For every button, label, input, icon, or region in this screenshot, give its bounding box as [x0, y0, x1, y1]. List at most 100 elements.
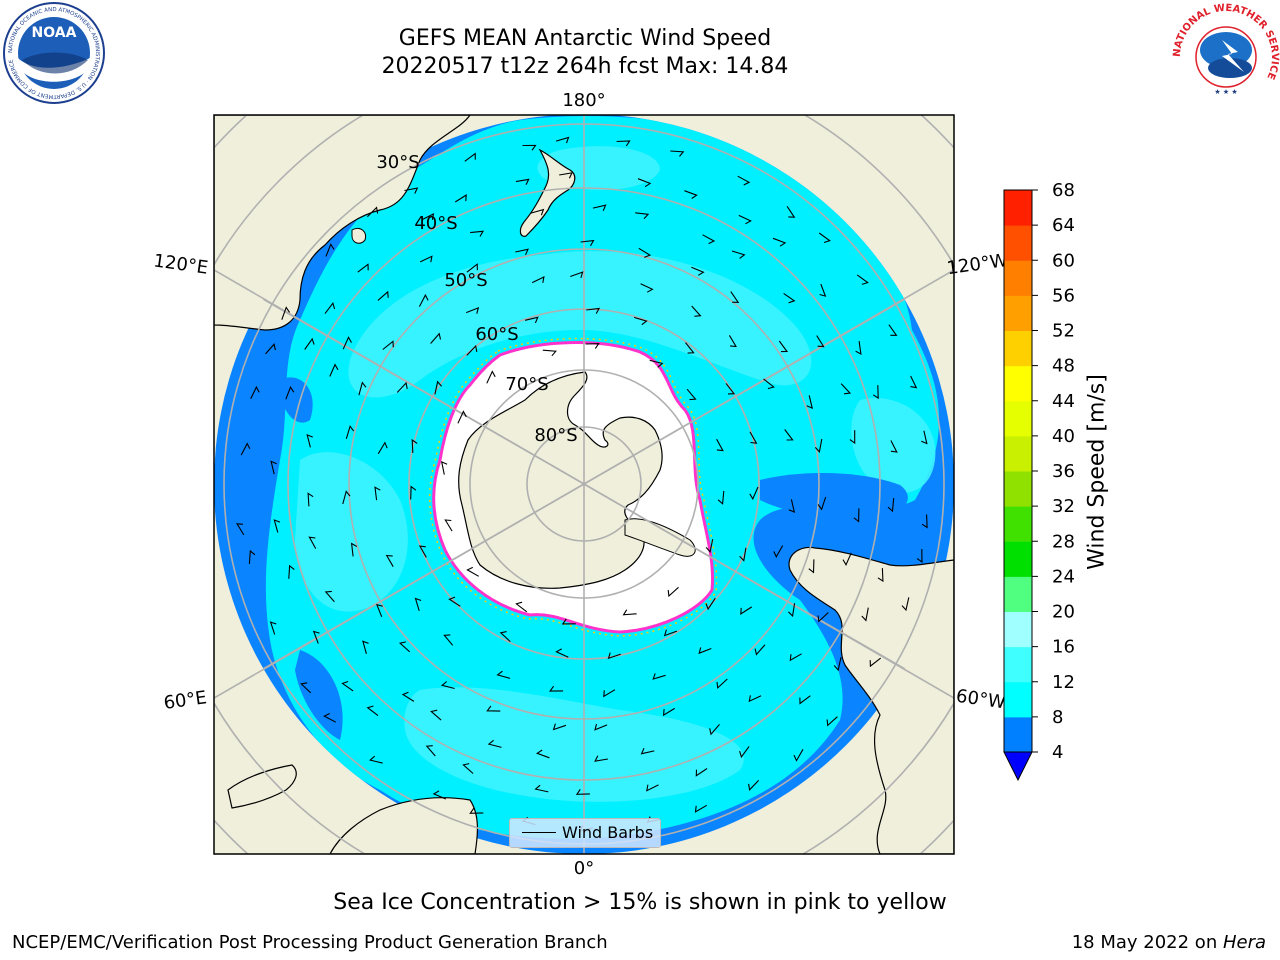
wind-barb [709, 724, 720, 736]
wind-barb [269, 621, 277, 635]
wind-barb [531, 276, 545, 284]
wind-barb [410, 485, 417, 500]
wind-barb [788, 603, 796, 618]
wind-barb [369, 755, 383, 764]
wind-barb [716, 678, 728, 690]
caption: Sea Ice Concentration > 15% is shown in … [333, 890, 947, 915]
svg-text:★ ★ ★: ★ ★ ★ [1214, 88, 1237, 96]
wind-barb [748, 695, 762, 703]
wind-barb [454, 194, 467, 203]
madagascar-land [227, 764, 297, 809]
wind-barb [731, 250, 746, 259]
wind-barb [325, 243, 335, 257]
lon-label-0: 0° [574, 858, 594, 879]
wind-barb [342, 336, 352, 350]
wind-barb [737, 175, 751, 186]
colorbar-segment [1004, 295, 1032, 331]
wind-barb [739, 547, 747, 562]
lon-label-120e: 120°E [152, 250, 209, 278]
wind-barb [466, 306, 480, 314]
colorbar-tick-label: 48 [1052, 356, 1075, 377]
wind-barb [738, 214, 752, 225]
svg-text:NOAA: NOAA [32, 25, 77, 41]
colorbar-segment [1004, 225, 1032, 261]
wind-barb [861, 607, 869, 622]
colorbar-segment [1004, 576, 1032, 612]
wind-barb [448, 596, 461, 607]
wind-barb [342, 490, 351, 505]
wind-barb [633, 316, 648, 326]
legend-label: Wind Barbs [562, 823, 654, 842]
wind-barb [728, 335, 738, 348]
wind-barb [684, 190, 698, 199]
wind-barb [808, 559, 815, 574]
wind-barb [524, 316, 539, 324]
colorbar-tick-label: 40 [1052, 426, 1075, 447]
wind-barb [840, 383, 852, 395]
colorbar-segment [1004, 716, 1032, 753]
wind-barb [358, 381, 367, 396]
wind-barb [622, 609, 637, 616]
wind-barb [486, 370, 496, 384]
wind-barb [324, 301, 336, 314]
wind-barb [248, 549, 256, 565]
wind-barb [366, 705, 379, 717]
wind-barb [585, 343, 600, 349]
wind-barb [555, 648, 569, 658]
wind-barb [702, 234, 716, 245]
wind-barb [580, 239, 595, 247]
wind-barb [306, 433, 314, 448]
wind-barb [419, 255, 433, 263]
wind-barb [559, 172, 573, 179]
wind-barb [499, 631, 511, 643]
wind-barb [466, 566, 479, 577]
wind-barb [842, 552, 852, 567]
wind-barb [872, 385, 879, 400]
wind-barb [414, 597, 422, 612]
wind-barb [240, 442, 251, 456]
wind-barb [421, 213, 435, 221]
australia-land [214, 115, 471, 331]
wind-barb [783, 292, 796, 304]
colorbar-segment [1004, 471, 1032, 507]
wind-barb [404, 187, 419, 194]
wind-barbs [235, 136, 928, 832]
wind-barb [705, 597, 716, 611]
wind-barb [411, 438, 418, 454]
wind-barb [570, 271, 584, 278]
lon-label-60e: 60°E [162, 687, 208, 714]
colorbar-tick-label: 8 [1052, 707, 1063, 728]
lat-label-50s: 50°S [444, 270, 487, 291]
wind-barb [535, 749, 550, 759]
wind-barb [357, 263, 369, 273]
wind-barb [265, 343, 276, 355]
wind-barb [425, 745, 436, 757]
wind-barb [515, 248, 529, 256]
wind-barb [814, 438, 823, 453]
wind-barb [250, 385, 260, 400]
wind-barb [749, 486, 759, 501]
colorbar-tick-label: 64 [1052, 215, 1075, 236]
wind-barb [816, 335, 825, 348]
wind-barb [469, 807, 484, 814]
wind-barb [594, 755, 608, 762]
wind-barb [916, 548, 923, 564]
wind-barb [855, 341, 862, 355]
wind-barb [890, 440, 898, 453]
colorbar-tick-label: 56 [1052, 285, 1075, 306]
wind-barb [285, 386, 295, 400]
colorbar-segment [1004, 506, 1032, 542]
wind-barb [418, 293, 429, 307]
wind-barb [730, 291, 740, 303]
colorbar-extend-arrow [1003, 751, 1033, 782]
wind-barb [640, 283, 654, 293]
wind-barb [773, 545, 784, 559]
wind-barb [740, 606, 753, 615]
wind-barb [496, 670, 511, 679]
wind-barb [549, 685, 564, 692]
wind-barb [288, 564, 295, 579]
wind-barb [273, 519, 281, 533]
wind-barb [586, 307, 601, 314]
wind-barb [457, 410, 467, 424]
